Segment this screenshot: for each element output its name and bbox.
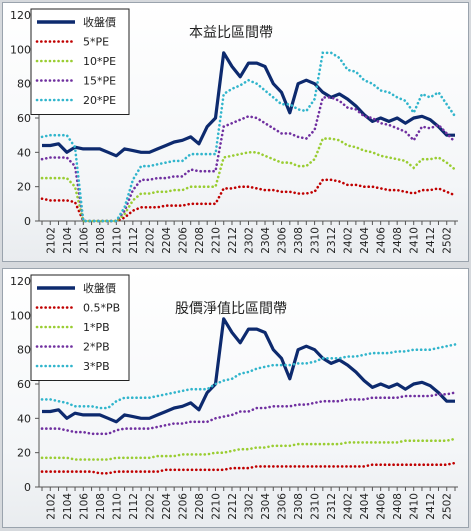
pe-band-chart: 0 20 40 60 80 100 120 2102 2104 2106 2108 2110 2112 2… [10, 8, 458, 254]
y-tick-label: 80 [17, 344, 31, 357]
x-tick-label: 2306 [277, 227, 289, 254]
series-line-0 [42, 51, 455, 158]
x-tick-label: 2410 [409, 493, 421, 520]
x-tick-label: 2208 [194, 493, 206, 520]
y-tick-label: 20 [17, 447, 31, 460]
legend-label: 3*PB [83, 360, 110, 373]
x-tick-label: 2312 [326, 493, 338, 520]
x-tick-label: 2404 [359, 493, 371, 520]
pb-band-chart-panel: 0 20 40 60 80 100 120 2102 2104 2106 2108 2110 2112 2… [2, 268, 469, 528]
x-tick-label: 2412 [425, 227, 437, 254]
x-tick-label: 2210 [210, 227, 222, 254]
x-tick-label: 2304 [260, 493, 272, 520]
x-tick-label: 2310 [310, 227, 322, 254]
y-tick-label: 40 [17, 412, 31, 425]
series-line-3 [40, 391, 457, 436]
x-tick-label: 2212 [227, 227, 239, 254]
x-tick-label: 2312 [326, 227, 338, 254]
series-line-1 [40, 461, 457, 475]
x-tick-label: 2310 [310, 493, 322, 520]
y-tick-label: 20 [17, 181, 31, 194]
x-tick-label: 2202 [144, 493, 156, 520]
series-line-2 [40, 437, 457, 461]
legend-box [30, 274, 130, 381]
x-tick-label: 2308 [293, 493, 305, 520]
x-tick-label: 2204 [161, 227, 173, 254]
y-tick-label: 0 [24, 215, 31, 228]
x-tick-label: 2202 [144, 227, 156, 254]
x-tick-label: 2108 [95, 493, 107, 520]
y-tick-label: 60 [17, 112, 31, 125]
x-tick-label: 2112 [128, 227, 140, 254]
x-tick-label: 2406 [376, 493, 388, 520]
x-tick-label: 2208 [194, 227, 206, 254]
legend-label: 收盤價 [83, 281, 116, 295]
x-tick-label: 2210 [210, 493, 222, 520]
x-tick-label: 2408 [392, 493, 404, 520]
x-tick-label: 2102 [45, 227, 57, 254]
series-line-3 [40, 96, 457, 223]
x-tick-label: 2110 [111, 227, 123, 254]
x-tick-label: 2212 [227, 493, 239, 520]
series-line-0 [42, 317, 455, 424]
x-tick-label: 2302 [244, 493, 256, 520]
x-tick-label: 2502 [442, 493, 454, 520]
legend-label: 收盤價 [83, 15, 116, 29]
x-tick-label: 2204 [161, 493, 173, 520]
series-line-4 [40, 51, 457, 223]
y-tick-label: 120 [10, 275, 31, 288]
y-tick-label: 40 [17, 146, 31, 159]
y-tick-label: 100 [10, 43, 31, 56]
x-tick-label: 2406 [376, 227, 388, 254]
y-tick-label: 120 [10, 9, 31, 22]
y-tick-label: 80 [17, 78, 31, 91]
x-tick-label: 2412 [425, 493, 437, 520]
x-tick-label: 2308 [293, 227, 305, 254]
x-tick-label: 2104 [62, 493, 74, 520]
legend-label: 2*PB [83, 341, 110, 354]
series-line-4 [40, 343, 457, 410]
x-tick-label: 2408 [392, 227, 404, 254]
pe-band-chart-panel: 0 20 40 60 80 100 120 2102 2104 2106 2108 2110 2112 2… [2, 2, 469, 262]
x-tick-label: 2306 [277, 493, 289, 520]
y-tick-label: 100 [10, 309, 31, 322]
x-tick-label: 2110 [111, 493, 123, 520]
x-tick-label: 2206 [177, 227, 189, 254]
x-tick-label: 2304 [260, 227, 272, 254]
x-tick-label: 2102 [45, 493, 57, 520]
y-tick-label: 60 [17, 378, 31, 391]
legend-label: 15*PE [83, 75, 116, 88]
legend-label: 1*PB [83, 321, 110, 334]
x-tick-label: 2206 [177, 493, 189, 520]
chart-title: 股價淨值比區間帶 [175, 300, 287, 317]
legend-box [30, 8, 130, 115]
legend-label: 5*PE [83, 36, 109, 49]
x-tick-label: 2402 [343, 493, 355, 520]
x-tick-label: 2404 [359, 227, 371, 254]
x-tick-label: 2108 [95, 227, 107, 254]
x-tick-label: 2106 [78, 493, 90, 520]
pb-band-chart: 0 20 40 60 80 100 120 2102 2104 2106 2108 2110 2112 2… [10, 274, 458, 520]
y-tick-label: 0 [24, 481, 31, 494]
x-tick-label: 2104 [62, 227, 74, 254]
x-tick-label: 2106 [78, 227, 90, 254]
legend-label: 20*PE [83, 94, 116, 107]
x-tick-label: 2402 [343, 227, 355, 254]
x-tick-label: 2302 [244, 227, 256, 254]
legend-label: 10*PE [83, 55, 116, 68]
x-tick-label: 2112 [128, 493, 140, 520]
x-tick-label: 2410 [409, 227, 421, 254]
chart-title: 本益比區間帶 [189, 25, 273, 41]
series-line-1 [40, 178, 457, 223]
x-tick-label: 2502 [442, 227, 454, 254]
legend-label: 0.5*PB [83, 302, 120, 315]
